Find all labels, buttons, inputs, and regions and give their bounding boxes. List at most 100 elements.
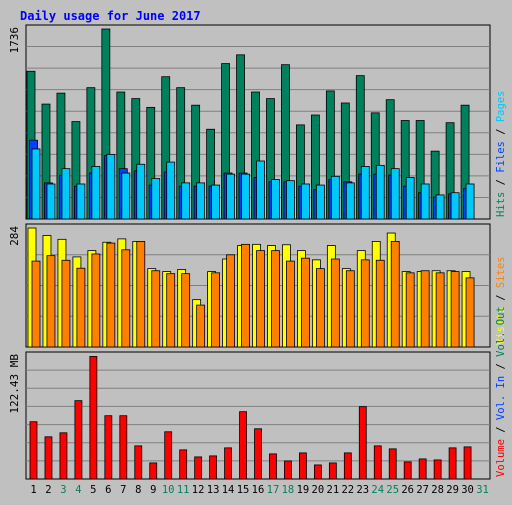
- bar-pages-day-27: [420, 183, 430, 220]
- x-tick-label: 31: [476, 484, 489, 496]
- bar-sites-day-30: [465, 277, 475, 348]
- x-tick-label: 12: [192, 484, 205, 496]
- bar-sites-day-25: [390, 241, 400, 348]
- scale-label: 284: [8, 226, 21, 246]
- bar-pages-day-28: [435, 194, 445, 220]
- x-tick-label: 3: [60, 484, 66, 496]
- bar-pages-day-15: [241, 173, 250, 220]
- bar-pages-day-29: [450, 192, 460, 220]
- legend-entry: Visits: [495, 307, 507, 345]
- bar-volume-day-21: [328, 462, 337, 480]
- x-tick-label: 22: [341, 484, 354, 496]
- bar-pages-day-24: [375, 164, 385, 220]
- x-tick-label: 11: [177, 484, 190, 496]
- bar-volume-day-7: [119, 415, 128, 480]
- bar-volume-day-11: [179, 449, 188, 480]
- x-tick-label: 2: [45, 484, 51, 496]
- bar-pages-day-12: [196, 182, 206, 220]
- x-tick-label: 29: [446, 484, 459, 496]
- legend-entry: /: [495, 357, 507, 376]
- bar-pages-day-19: [301, 183, 310, 220]
- legend-entry: Hits: [495, 192, 507, 217]
- x-tick-label: 6: [105, 484, 111, 496]
- x-tick-label: 14: [222, 484, 235, 496]
- x-tick-label: 25: [386, 484, 399, 496]
- legend-entry: Pages: [495, 91, 507, 123]
- bar-sites-day-20: [315, 268, 325, 348]
- bar-sites-day-15: [241, 243, 250, 348]
- bar-pages-day-18: [286, 180, 295, 220]
- bar-volume-day-8: [134, 445, 143, 480]
- bar-sites-day-8: [136, 241, 146, 348]
- x-tick-label: 24: [371, 484, 384, 496]
- volume-panel: 122.43 MB Volume / Vol. In / Vol. Out: [8, 306, 507, 480]
- legend: Visits / Sites: [495, 256, 507, 345]
- x-tick-label: 30: [461, 484, 474, 496]
- bar-volume-day-5: [89, 356, 98, 480]
- x-tick-label: 16: [252, 484, 265, 496]
- bar-volume-day-10: [164, 431, 173, 480]
- scale-label: 122.43 MB: [8, 354, 21, 414]
- bar-volume-day-19: [299, 452, 307, 480]
- x-tick-label: 5: [90, 484, 96, 496]
- scale-label: 1736: [8, 27, 21, 54]
- bar-pages-day-14: [226, 173, 235, 220]
- bar-sites-day-17: [271, 250, 280, 348]
- bar-pages-day-7: [121, 172, 131, 220]
- bar-sites-day-2: [46, 255, 56, 348]
- bar-pages-day-11: [181, 182, 191, 220]
- bar-pages-day-13: [211, 184, 221, 220]
- bar-sites-day-21: [330, 258, 340, 348]
- bar-pages-day-20: [315, 184, 325, 220]
- bar-volume-day-18: [284, 460, 292, 480]
- x-tick-label: 15: [237, 484, 250, 496]
- bar-sites-day-9: [151, 270, 161, 348]
- bar-sites-day-14: [226, 254, 235, 348]
- x-tick-label: 17: [267, 484, 280, 496]
- bar-volume-day-12: [194, 456, 203, 480]
- x-tick-label: 8: [135, 484, 141, 496]
- bar-sites-day-16: [256, 250, 265, 348]
- x-tick-label: 9: [150, 484, 156, 496]
- legend-entry: /: [495, 122, 507, 141]
- bar-volume-day-9: [149, 462, 158, 480]
- bar-volume-day-17: [269, 453, 277, 480]
- legend-entry: Sites: [495, 256, 507, 288]
- bar-pages-day-2: [46, 183, 56, 220]
- bar-pages-day-8: [136, 163, 146, 220]
- x-tick-label: 20: [312, 484, 325, 496]
- bar-volume-day-13: [209, 455, 218, 480]
- hits-panel: 1736 Hits / Files / Pages: [8, 24, 507, 220]
- bar-pages-day-3: [61, 168, 71, 220]
- bar-volume-day-23: [358, 406, 367, 480]
- visits-panel: 284 Visits / Sites: [8, 223, 507, 348]
- bar-pages-day-23: [360, 166, 370, 220]
- legend-entry: Volume: [495, 439, 507, 477]
- bar-volume-day-1: [29, 421, 38, 480]
- chart-panels: 1736 Hits / Files / Pages 284 Visits / Site…: [8, 24, 507, 480]
- legend-entry: Vol. In: [495, 376, 507, 420]
- x-tick-label: 13: [207, 484, 220, 496]
- legend-entry: /: [495, 173, 507, 192]
- legend: Hits / Files / Pages: [495, 91, 507, 217]
- bar-sites-day-5: [91, 253, 101, 348]
- x-tick-label: 27: [416, 484, 429, 496]
- bar-sites-day-3: [61, 259, 71, 348]
- bar-pages-day-9: [151, 178, 161, 220]
- bar-sites-day-10: [166, 273, 176, 348]
- bar-volume-day-20: [313, 464, 322, 480]
- bar-volume-day-26: [403, 461, 412, 480]
- bar-pages-day-21: [330, 175, 340, 220]
- bar-volume-day-2: [44, 436, 53, 480]
- x-tick-label: 19: [297, 484, 310, 496]
- bar-sites-day-19: [301, 257, 310, 348]
- bar-sites-day-4: [76, 267, 86, 348]
- bar-volume-day-16: [254, 428, 262, 480]
- legend-entry: /: [495, 420, 507, 439]
- bar-volume-day-27: [418, 458, 427, 480]
- bar-volume-day-14: [224, 447, 232, 480]
- legend: Volume / Vol. In / Vol. Out: [495, 306, 507, 477]
- bar-volume-day-28: [433, 459, 442, 480]
- bar-sites-day-29: [450, 271, 460, 348]
